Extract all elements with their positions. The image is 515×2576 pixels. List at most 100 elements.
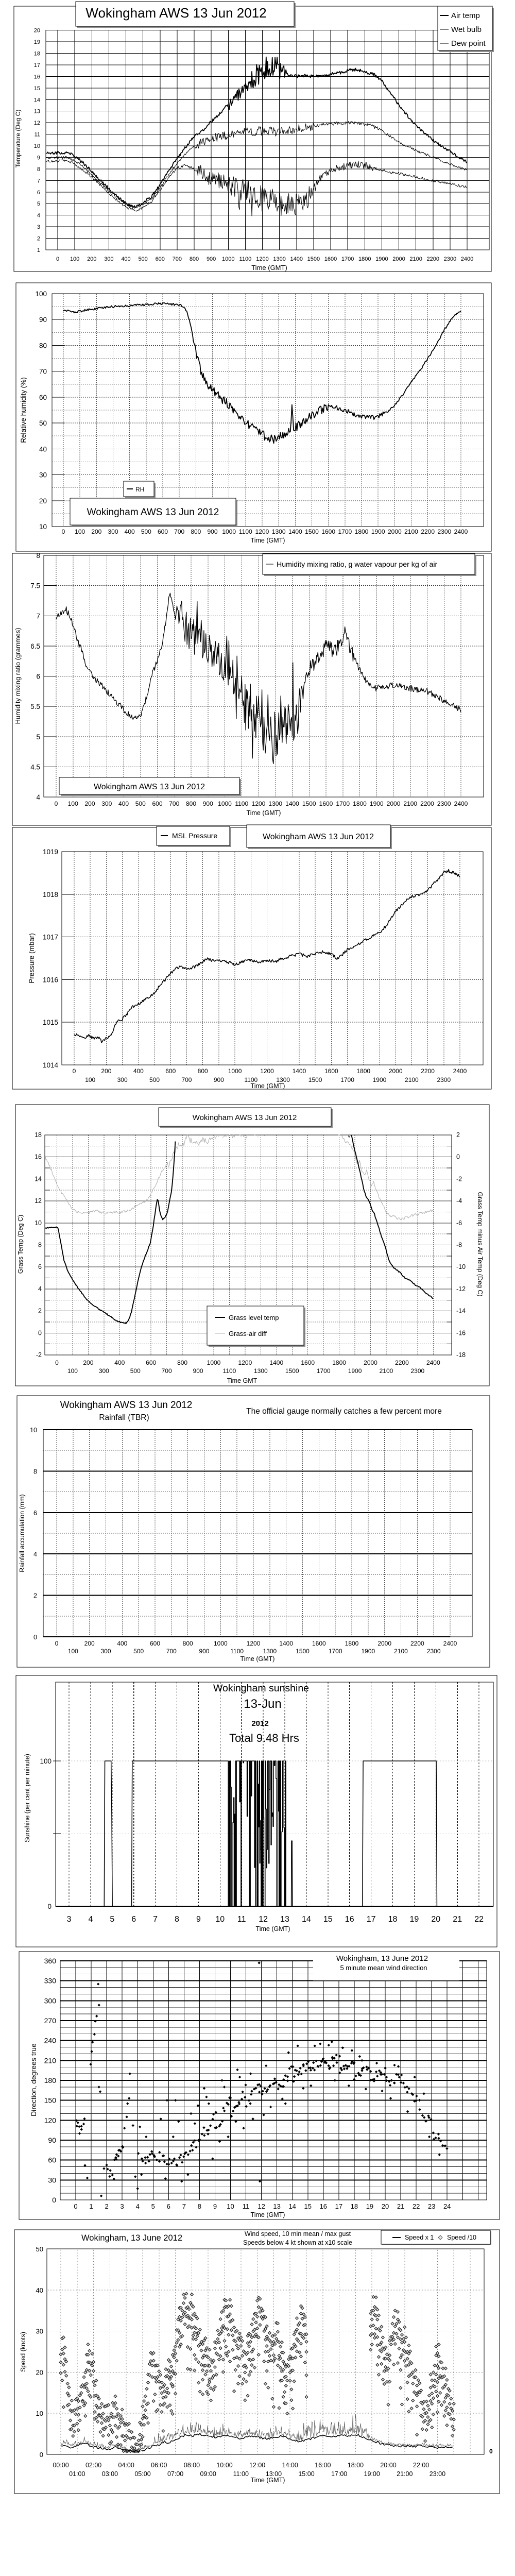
svg-text:1300: 1300 — [272, 528, 286, 535]
svg-text:1600: 1600 — [301, 1359, 315, 1366]
svg-text:1800: 1800 — [356, 1067, 370, 1075]
svg-text:1000: 1000 — [214, 1640, 228, 1647]
svg-text:200: 200 — [84, 1640, 95, 1647]
svg-text:20: 20 — [382, 2202, 389, 2210]
svg-text:Wokingham, 13 June 2012: Wokingham, 13 June 2012 — [336, 1954, 428, 1963]
svg-text:Wokingham AWS 13 Jun 2012: Wokingham AWS 13 Jun 2012 — [193, 1113, 297, 1122]
svg-text:3: 3 — [37, 224, 40, 230]
svg-text:15: 15 — [323, 1915, 333, 1924]
svg-text:300: 300 — [100, 1648, 111, 1655]
svg-text:100: 100 — [67, 1367, 78, 1375]
svg-text:Direction, degrees true: Direction, degrees true — [29, 2043, 38, 2116]
svg-text:0: 0 — [74, 2202, 77, 2210]
svg-text:4.5: 4.5 — [30, 763, 40, 771]
svg-text:1400: 1400 — [285, 800, 299, 807]
svg-text:Grass-air diff: Grass-air diff — [229, 1330, 267, 1337]
svg-text:80: 80 — [39, 342, 47, 349]
svg-text:2000: 2000 — [388, 528, 402, 535]
svg-text:1300: 1300 — [276, 1076, 290, 1083]
svg-text:1000: 1000 — [218, 800, 232, 807]
svg-text:200: 200 — [101, 1067, 111, 1075]
svg-text:17: 17 — [34, 62, 40, 69]
svg-text:0: 0 — [456, 1154, 460, 1161]
svg-text:200: 200 — [91, 528, 101, 535]
svg-text:2400: 2400 — [461, 256, 473, 262]
svg-text:1200: 1200 — [238, 1359, 252, 1366]
svg-text:120: 120 — [44, 2116, 57, 2124]
svg-text:2400: 2400 — [426, 1359, 440, 1366]
svg-text:4: 4 — [33, 1551, 37, 1558]
svg-text:1100: 1100 — [230, 1648, 244, 1655]
svg-text:1600: 1600 — [319, 800, 333, 807]
svg-text:19: 19 — [410, 1915, 419, 1924]
svg-text:24: 24 — [443, 2202, 451, 2210]
svg-text:800: 800 — [177, 1359, 187, 1366]
svg-text:2: 2 — [105, 2202, 108, 2210]
svg-text:1400: 1400 — [293, 1067, 306, 1075]
svg-text:7: 7 — [36, 612, 40, 620]
svg-text:2300: 2300 — [410, 1367, 424, 1375]
svg-text:100: 100 — [70, 256, 79, 262]
svg-text:900: 900 — [193, 1367, 203, 1375]
svg-text:1018: 1018 — [43, 891, 58, 899]
svg-text:6.5: 6.5 — [30, 642, 40, 650]
svg-text:Rainfall (TBR): Rainfall (TBR) — [99, 1413, 149, 1422]
svg-text:20: 20 — [431, 1915, 440, 1924]
svg-text:1200: 1200 — [247, 1640, 261, 1647]
svg-text:Wokingham AWS 13 Jun 2012: Wokingham AWS 13 Jun 2012 — [263, 833, 374, 841]
svg-text:7: 7 — [182, 2202, 186, 2210]
svg-text:02:00: 02:00 — [85, 2462, 101, 2469]
svg-text:MSL Pressure: MSL Pressure — [172, 832, 217, 840]
svg-text:700: 700 — [169, 800, 179, 807]
svg-text:10:00: 10:00 — [216, 2462, 232, 2469]
svg-text:7: 7 — [153, 1915, 158, 1924]
svg-text:16: 16 — [35, 1154, 42, 1161]
svg-text:2400: 2400 — [443, 1640, 457, 1647]
svg-text:14:00: 14:00 — [282, 2462, 298, 2469]
svg-text:Time (GMT): Time (GMT) — [251, 2211, 285, 2218]
svg-text:04:00: 04:00 — [118, 2462, 134, 2469]
svg-text:Grass Temp minus Air Temp (Deg: Grass Temp minus Air Temp (Deg C) — [476, 1192, 484, 1296]
svg-text:Wokingham AWS 13 Jun 2012: Wokingham AWS 13 Jun 2012 — [85, 5, 266, 21]
svg-text:0: 0 — [38, 1329, 42, 1336]
svg-text:18: 18 — [351, 2202, 358, 2210]
svg-text:50: 50 — [39, 419, 47, 427]
svg-text:Wokingham sunshine: Wokingham sunshine — [213, 1683, 309, 1694]
svg-text:2100: 2100 — [394, 1648, 408, 1655]
svg-text:1500: 1500 — [296, 1648, 310, 1655]
svg-text:22: 22 — [413, 2202, 420, 2210]
svg-text:11: 11 — [243, 2202, 250, 2210]
svg-text:1700: 1700 — [341, 256, 354, 262]
svg-text:1700: 1700 — [329, 1648, 342, 1655]
svg-text:20:00: 20:00 — [380, 2462, 396, 2469]
svg-text:100: 100 — [85, 1076, 95, 1083]
svg-text:Speed (knots): Speed (knots) — [20, 2332, 27, 2372]
svg-text:200: 200 — [87, 256, 96, 262]
svg-text:4: 4 — [38, 1285, 42, 1293]
svg-text:50: 50 — [36, 2245, 43, 2253]
svg-text:1800: 1800 — [353, 800, 367, 807]
svg-text:2000: 2000 — [392, 256, 405, 262]
svg-text:19: 19 — [34, 39, 40, 45]
svg-text:1400: 1400 — [269, 1359, 283, 1366]
svg-text:2300: 2300 — [427, 1648, 441, 1655]
svg-text:15:00: 15:00 — [298, 2470, 314, 2478]
svg-text:2200: 2200 — [427, 256, 439, 262]
svg-text:100: 100 — [75, 528, 85, 535]
svg-text:1900: 1900 — [373, 1076, 387, 1083]
svg-text:05:00: 05:00 — [134, 2470, 150, 2478]
svg-text:1000: 1000 — [228, 1067, 242, 1075]
svg-text:1017: 1017 — [43, 934, 58, 941]
svg-text:2400: 2400 — [454, 800, 468, 807]
svg-text:7.5: 7.5 — [30, 582, 40, 590]
svg-text:10: 10 — [36, 2410, 43, 2417]
svg-text:300: 300 — [101, 800, 112, 807]
svg-text:2300: 2300 — [437, 528, 451, 535]
svg-text:RH: RH — [135, 486, 144, 493]
svg-text:Sunshine (per cent per minute): Sunshine (per cent per minute) — [24, 1754, 31, 1842]
svg-text:800: 800 — [183, 1640, 193, 1647]
svg-text:800: 800 — [198, 1067, 208, 1075]
svg-text:1014: 1014 — [43, 1061, 59, 1069]
svg-text:270: 270 — [44, 2016, 57, 2025]
svg-text:10: 10 — [39, 523, 47, 531]
